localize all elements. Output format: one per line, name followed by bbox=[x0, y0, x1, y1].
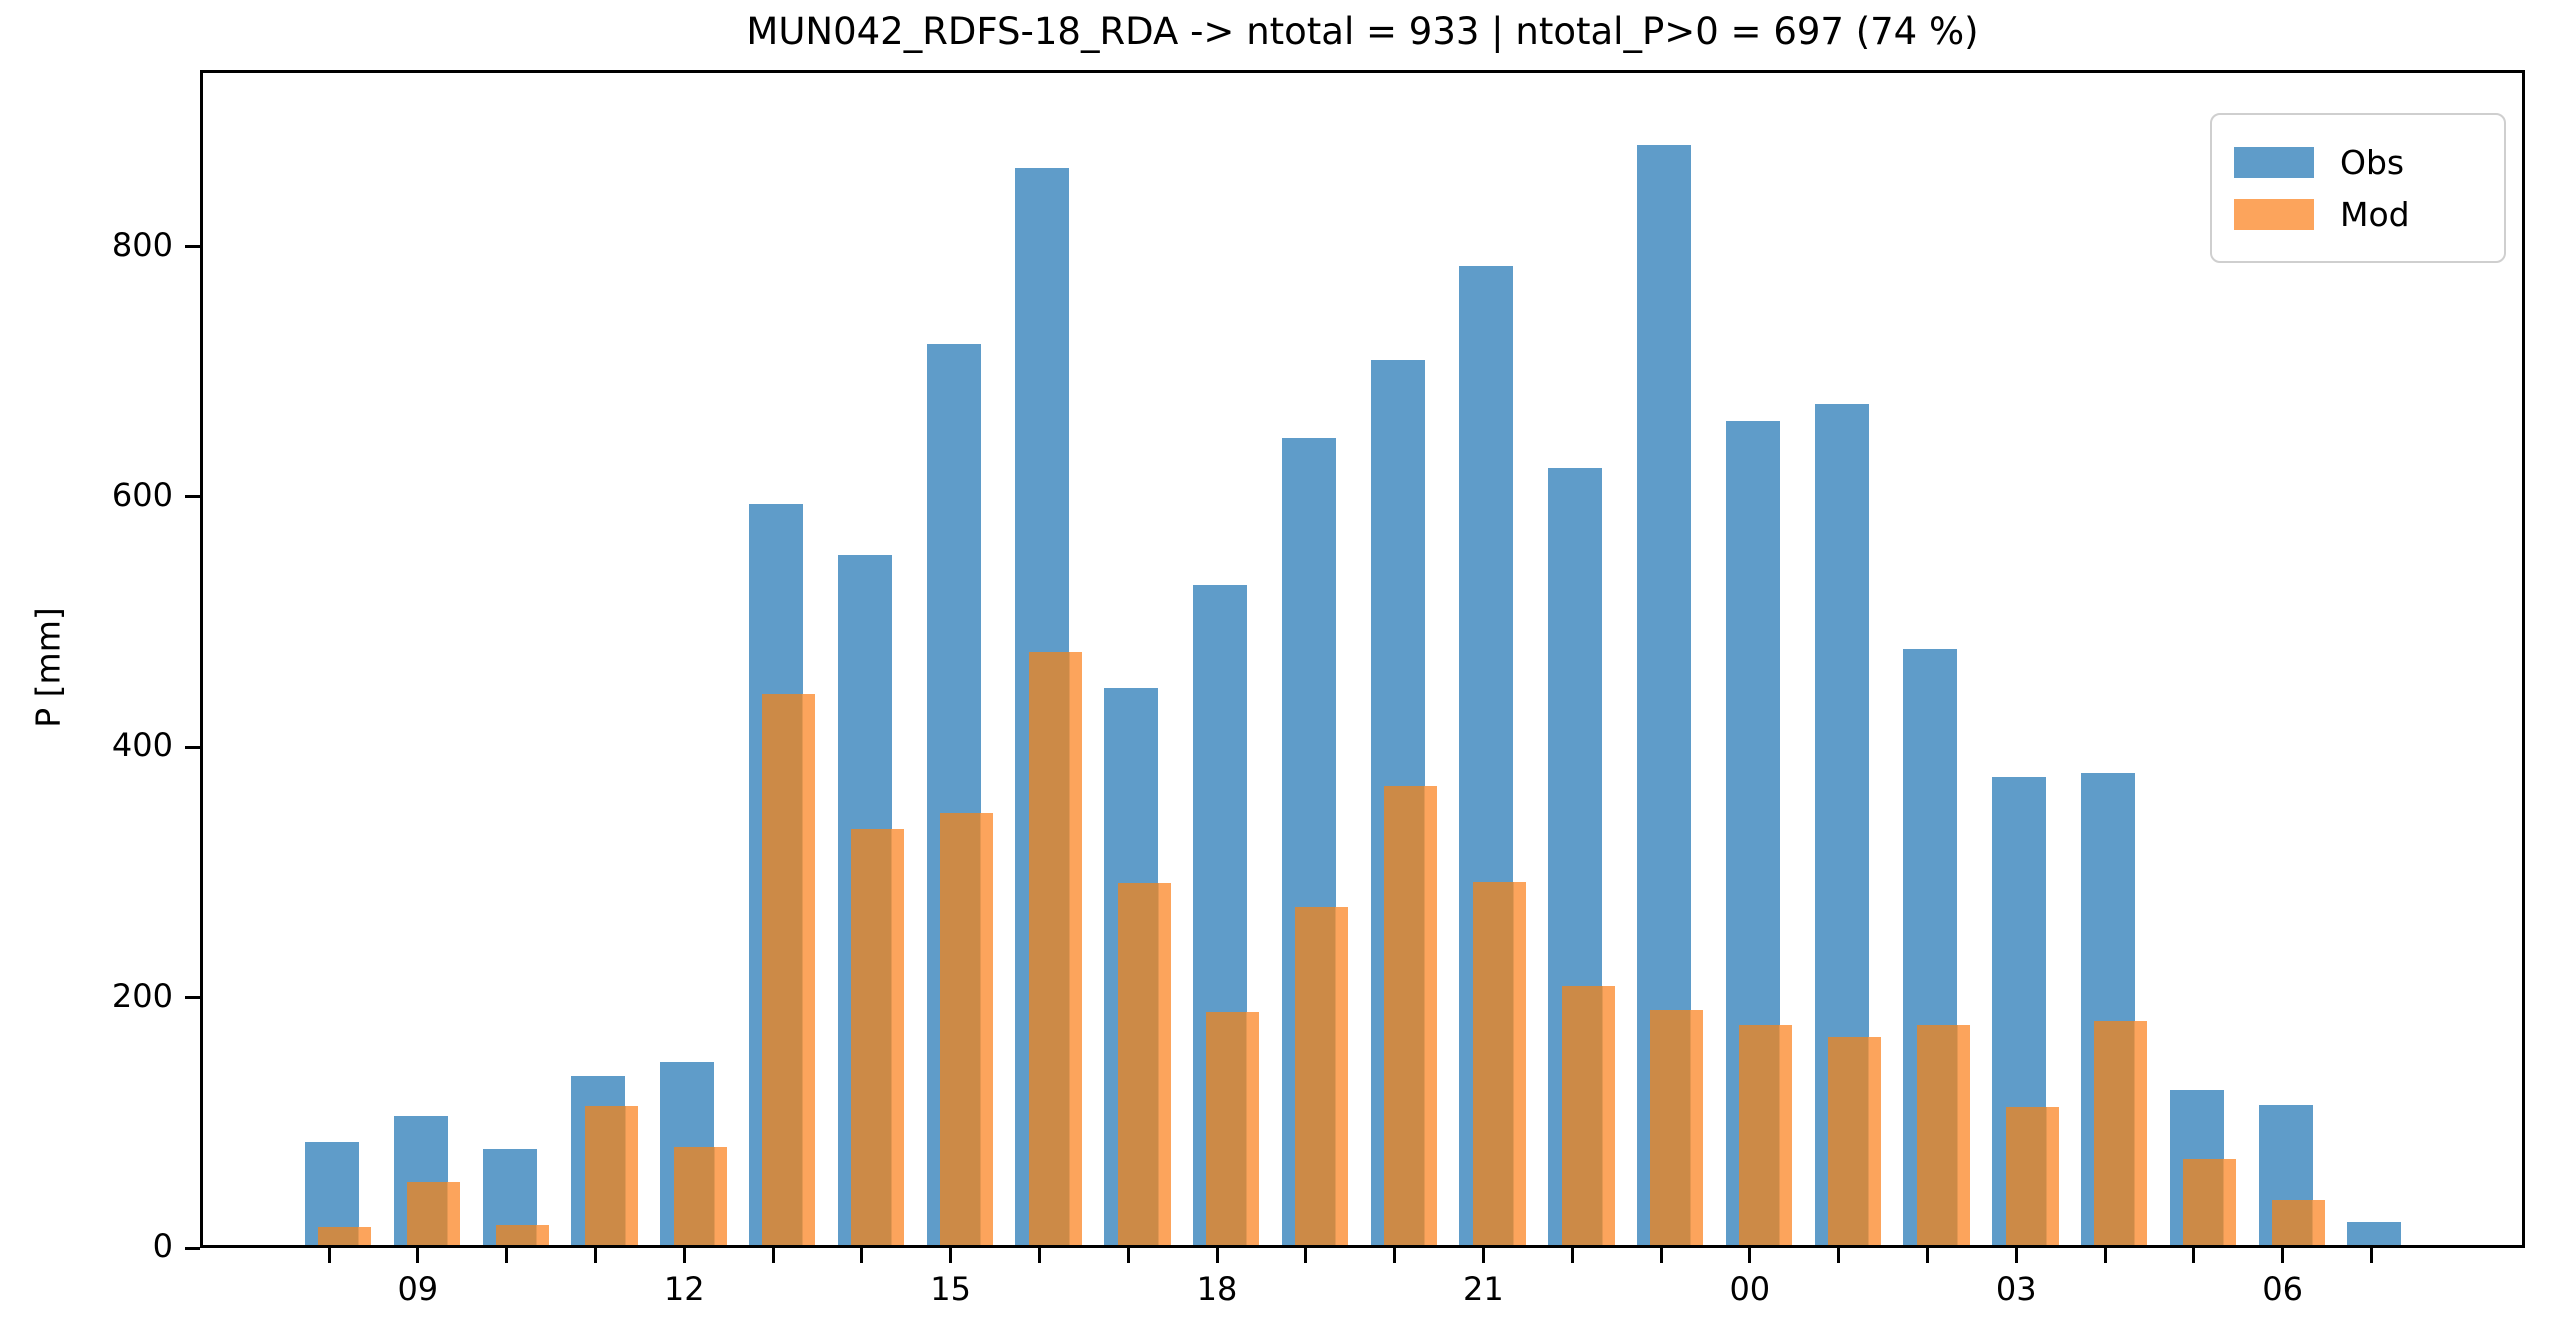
mod-bar-14 bbox=[851, 829, 905, 1245]
x-tick-label-12: 12 bbox=[663, 1270, 705, 1308]
x-tick-12 bbox=[682, 1248, 686, 1263]
x-tick-08 bbox=[327, 1248, 331, 1263]
mod-bar-05 bbox=[2183, 1158, 2237, 1245]
mod-bar-15 bbox=[940, 813, 993, 1245]
chart-title: MUN042_RDFS-18_RDA -> ntotal = 933 | nto… bbox=[746, 10, 1979, 53]
mod-color-swatch bbox=[2234, 198, 2314, 230]
mod-bar-22 bbox=[1561, 985, 1615, 1245]
mod-bar-08 bbox=[318, 1227, 372, 1245]
y-tick-200 bbox=[185, 996, 200, 1000]
x-tick-11 bbox=[593, 1248, 597, 1263]
x-tick-18 bbox=[1215, 1248, 1219, 1263]
mod-bar-09 bbox=[407, 1182, 461, 1245]
mod-bar-04 bbox=[2094, 1020, 2148, 1245]
x-tick-22 bbox=[1570, 1248, 1574, 1263]
y-tick-label-600: 600 bbox=[111, 475, 173, 514]
x-tick-label-21: 21 bbox=[1463, 1270, 1504, 1308]
x-tick-label-09: 09 bbox=[397, 1270, 439, 1308]
x-tick-17 bbox=[1126, 1248, 1130, 1263]
mod-bar-02 bbox=[1916, 1024, 1970, 1245]
y-tick-600 bbox=[185, 495, 200, 499]
mod-bar-20 bbox=[1384, 785, 1437, 1245]
y-tick-label-200: 200 bbox=[111, 976, 173, 1015]
x-tick-15 bbox=[949, 1248, 953, 1263]
y-tick-400 bbox=[185, 745, 200, 749]
x-tick-label-15: 15 bbox=[930, 1270, 971, 1308]
x-tick-04 bbox=[2103, 1248, 2107, 1263]
x-tick-02 bbox=[1925, 1248, 1929, 1263]
y-tick-label-400: 400 bbox=[111, 726, 173, 765]
mod-bar-23 bbox=[1650, 1009, 1704, 1245]
mod-bar-12 bbox=[673, 1147, 727, 1245]
x-tick-23 bbox=[1659, 1248, 1663, 1263]
mod-bar-10 bbox=[496, 1224, 549, 1245]
obs-color-swatch bbox=[2234, 146, 2314, 178]
mod-bar-19 bbox=[1295, 907, 1349, 1245]
x-tick-10 bbox=[505, 1248, 509, 1263]
mod-bar-21 bbox=[1472, 881, 1526, 1245]
x-tick-09 bbox=[416, 1248, 420, 1263]
x-tick-label-00: 00 bbox=[1729, 1270, 1771, 1308]
legend: Obs Mod bbox=[2210, 113, 2506, 263]
x-tick-03 bbox=[2014, 1248, 2018, 1263]
x-tick-21 bbox=[1481, 1248, 1485, 1263]
x-tick-label-03: 03 bbox=[1995, 1270, 2037, 1308]
obs-bar-07 bbox=[2347, 1222, 2402, 1245]
x-tick-14 bbox=[860, 1248, 864, 1263]
mod-bar-17 bbox=[1117, 883, 1171, 1245]
x-tick-00 bbox=[1748, 1248, 1752, 1263]
y-tick-800 bbox=[185, 245, 200, 248]
mod-bar-00 bbox=[1739, 1024, 1793, 1245]
mod-bar-13 bbox=[762, 694, 816, 1245]
plot-area: Obs Mod bbox=[200, 70, 2525, 1248]
x-tick-05 bbox=[2192, 1248, 2196, 1263]
mod-bar-03 bbox=[2005, 1107, 2059, 1245]
x-tick-label-18: 18 bbox=[1196, 1270, 1238, 1308]
mod-bar-06 bbox=[2272, 1199, 2325, 1245]
x-tick-19 bbox=[1304, 1248, 1308, 1263]
legend-label-obs: Obs bbox=[2340, 142, 2405, 182]
x-tick-16 bbox=[1037, 1248, 1041, 1263]
legend-item-mod: Mod bbox=[2234, 191, 2482, 237]
y-tick-label-0: 0 bbox=[152, 1227, 173, 1265]
x-tick-13 bbox=[771, 1248, 775, 1263]
x-tick-01 bbox=[1837, 1248, 1841, 1263]
mod-bar-18 bbox=[1206, 1012, 1260, 1245]
mod-bar-16 bbox=[1028, 651, 1082, 1245]
x-tick-label-06: 06 bbox=[2262, 1270, 2303, 1308]
legend-item-obs: Obs bbox=[2234, 139, 2482, 185]
x-tick-20 bbox=[1393, 1248, 1397, 1263]
legend-label-mod: Mod bbox=[2340, 194, 2410, 234]
mod-bar-11 bbox=[584, 1106, 638, 1245]
y-tick-0 bbox=[185, 1246, 200, 1250]
x-tick-07 bbox=[2369, 1248, 2373, 1263]
y-tick-label-800: 800 bbox=[111, 225, 173, 264]
mod-bar-01 bbox=[1828, 1037, 1881, 1245]
x-tick-06 bbox=[2281, 1248, 2285, 1263]
